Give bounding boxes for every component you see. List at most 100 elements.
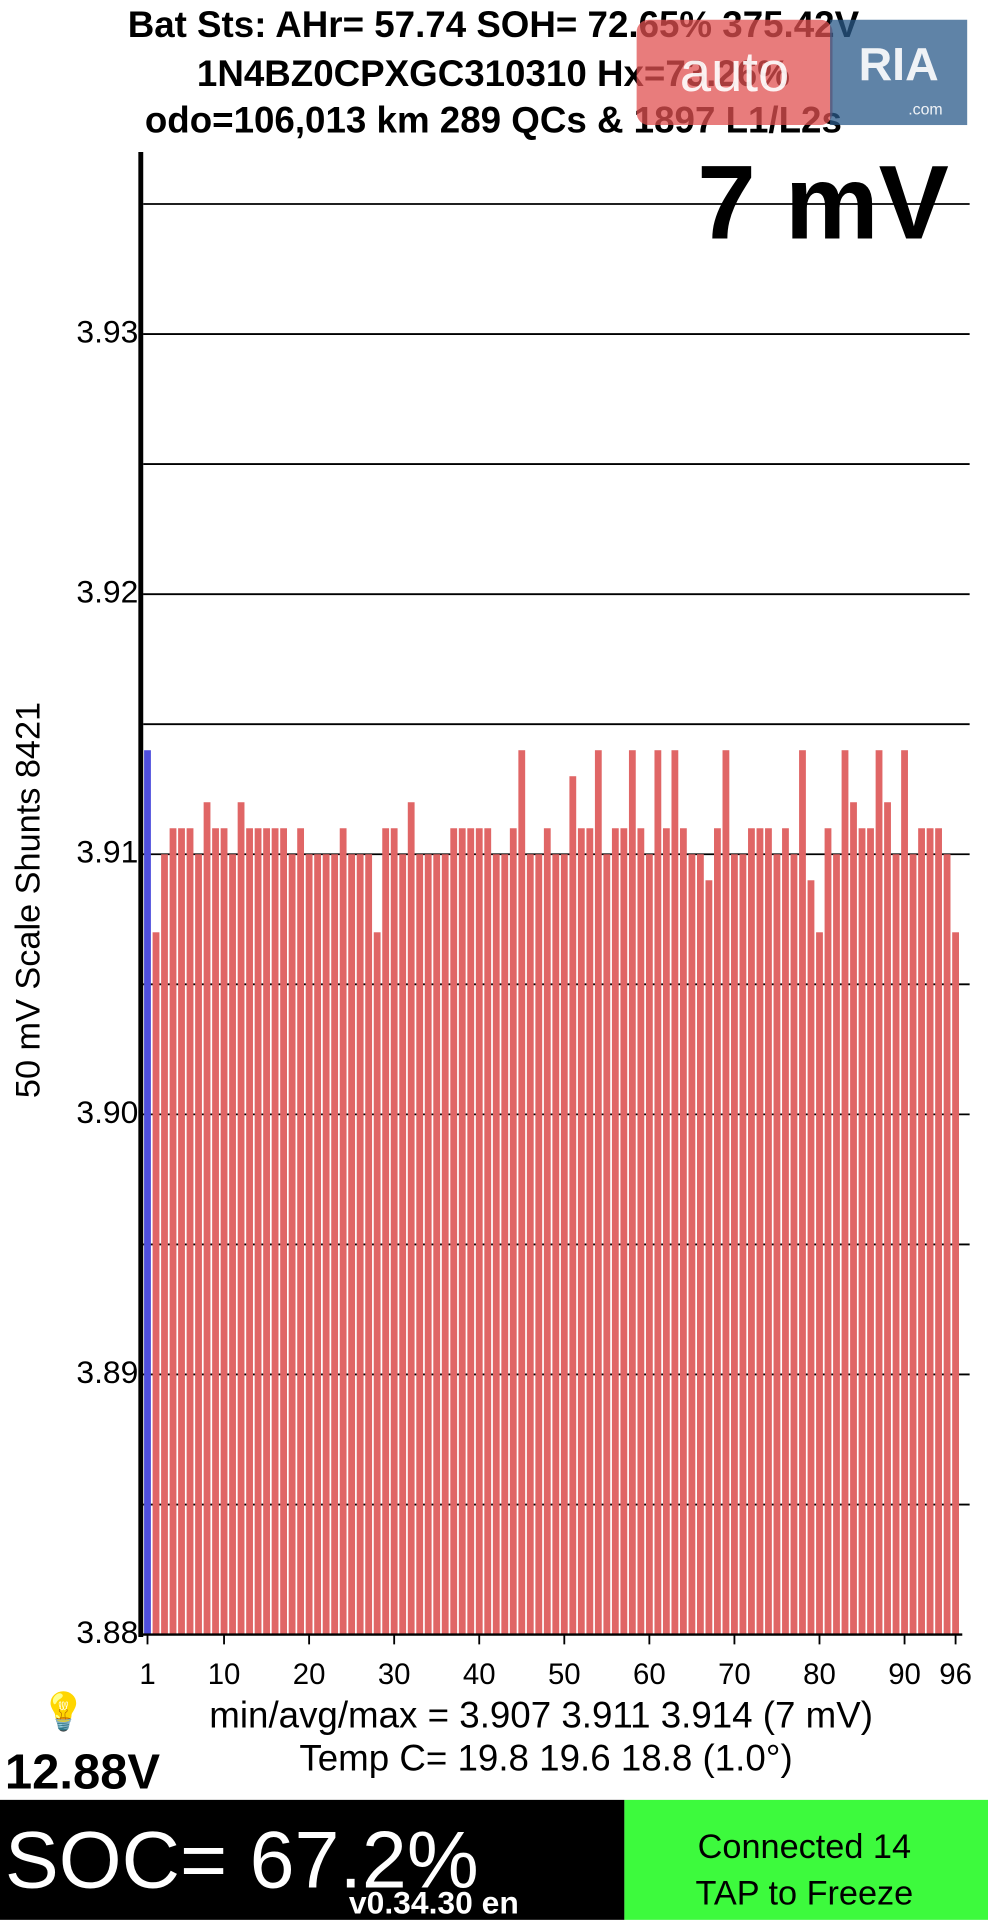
bar (467, 828, 475, 1635)
bar (577, 828, 585, 1635)
bar (782, 828, 789, 1635)
bar (407, 802, 415, 1635)
status[interactable]: Connected 14 (698, 1828, 911, 1866)
bar (799, 750, 806, 1635)
bar (739, 854, 747, 1635)
bar (331, 854, 339, 1635)
bar (195, 854, 202, 1635)
bar (867, 828, 874, 1635)
bar (586, 828, 594, 1635)
bar (229, 854, 236, 1635)
x-tick-label: 1 (139, 1658, 155, 1691)
bar (458, 828, 466, 1635)
bar (390, 828, 398, 1635)
y-tick-label: 3.92 (76, 574, 138, 610)
y-tick-label: 3.93 (76, 313, 138, 349)
version: v0.34.30 en (349, 1885, 519, 1920)
x-tick-label: 20 (293, 1658, 326, 1691)
bar (765, 828, 772, 1635)
bar (382, 828, 390, 1635)
bar (433, 854, 441, 1635)
bar (543, 828, 551, 1635)
bar (773, 854, 781, 1635)
bar (654, 750, 662, 1635)
x-tick-label: 70 (718, 1658, 751, 1691)
bar (424, 854, 432, 1635)
bar (263, 828, 270, 1635)
bar (662, 828, 670, 1635)
bar (305, 854, 313, 1635)
bar (365, 854, 373, 1635)
watermark-text: .com (908, 102, 942, 119)
soc-panel (0, 1799, 625, 1920)
bar (748, 828, 755, 1635)
y-tick-label: 3.88 (76, 1614, 138, 1650)
y-tick-label: 3.89 (76, 1354, 138, 1390)
plot: 3.88 3.89 3.90 3.91 3.92 3.93 1 10 20 30 40 50 60 70 8… (76, 151, 972, 1691)
watermark-text: auto (680, 40, 790, 103)
bar (645, 854, 653, 1635)
bar (526, 854, 534, 1635)
bar (246, 828, 253, 1635)
bar (850, 802, 857, 1635)
aux-voltage: 12.88V (5, 1745, 161, 1799)
bar (858, 828, 866, 1635)
bar (816, 932, 823, 1635)
bar (824, 828, 832, 1635)
y-tick-label: 3.91 (76, 834, 138, 870)
bar (569, 776, 577, 1635)
bar (509, 828, 517, 1635)
bar (901, 750, 908, 1635)
bar (152, 932, 160, 1635)
spread-label: 7 mV (697, 145, 949, 262)
bar (518, 750, 526, 1635)
x-tick-label: 96 (939, 1658, 972, 1691)
bar (339, 828, 347, 1635)
bar (237, 802, 245, 1635)
bar (696, 854, 704, 1635)
bar (688, 854, 696, 1635)
bar (722, 750, 730, 1635)
bar (220, 828, 228, 1635)
bar (356, 854, 364, 1635)
bar (807, 880, 815, 1635)
bar (484, 828, 492, 1635)
bar (603, 854, 611, 1635)
bar (475, 828, 483, 1635)
hint[interactable]: TAP to Freeze (695, 1874, 913, 1912)
bar (756, 828, 764, 1635)
bar (399, 854, 407, 1635)
status-button[interactable] (624, 1799, 988, 1920)
bar (671, 750, 679, 1635)
x-tick-label: 80 (803, 1658, 836, 1691)
bar (611, 828, 619, 1635)
bar (492, 854, 500, 1635)
bar (926, 828, 934, 1635)
bar (594, 750, 602, 1635)
bar (186, 828, 194, 1635)
bar (535, 854, 543, 1635)
stats-line: min/avg/max = 3.907 3.911 3.914 (7 mV) (209, 1695, 873, 1736)
x-tick-label: 60 (633, 1658, 666, 1691)
bar (841, 750, 849, 1635)
bar (254, 828, 262, 1635)
bar (552, 854, 560, 1635)
watermark-box (830, 19, 968, 126)
bar (714, 828, 721, 1635)
bar (620, 828, 628, 1635)
bar (501, 854, 509, 1635)
bar (161, 854, 168, 1635)
bar (288, 854, 296, 1635)
bar (348, 854, 356, 1635)
bar (731, 854, 738, 1635)
bar (560, 854, 568, 1635)
bar (628, 750, 636, 1635)
x-tick-label: 40 (463, 1658, 496, 1691)
bar (203, 802, 211, 1635)
y-tick-label: 3.90 (76, 1094, 138, 1130)
bar (322, 854, 330, 1635)
y-axis-label: 50 mV Scale Shunts 8421 (10, 702, 48, 1098)
x-tick-label: 50 (548, 1658, 581, 1691)
